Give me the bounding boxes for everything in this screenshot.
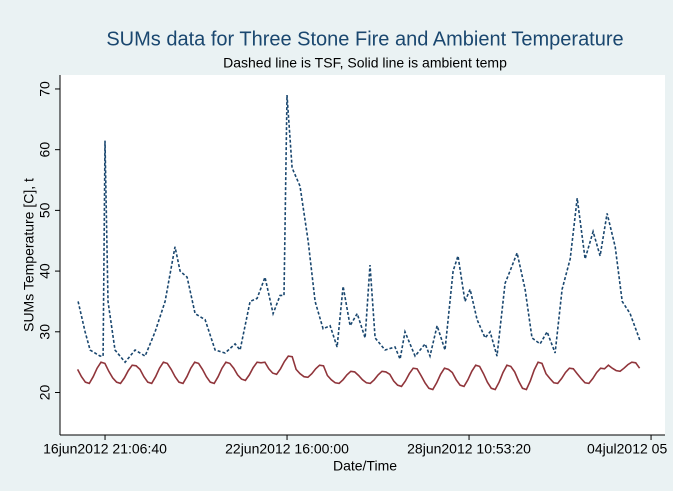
y-tick-label: 60 <box>37 142 53 158</box>
x-tick-label: 16jun2012 21:06:40 <box>43 441 167 457</box>
x-tick-label: 04jul2012 05 <box>587 441 667 457</box>
plot-area <box>60 75 665 435</box>
y-tick-label: 40 <box>37 263 53 279</box>
y-tick-label: 30 <box>37 324 53 340</box>
series-line <box>77 94 641 364</box>
y-tick-label: 70 <box>37 81 53 97</box>
x-axis-title: Date/Time <box>333 458 397 474</box>
x-tick-label: 22jun2012 16:00:00 <box>225 441 349 457</box>
chart-title: SUMs data for Three Stone Fire and Ambie… <box>106 28 623 50</box>
series-line <box>76 355 641 391</box>
x-tick-label: 28jun2012 10:53:20 <box>407 441 531 457</box>
y-axis-title: SUMs Temperature [C], t <box>21 178 37 332</box>
chart-subtitle: Dashed line is TSF, Solid line is ambien… <box>223 55 507 71</box>
y-tick-label: 50 <box>37 202 53 218</box>
y-tick-label: 20 <box>37 385 53 401</box>
